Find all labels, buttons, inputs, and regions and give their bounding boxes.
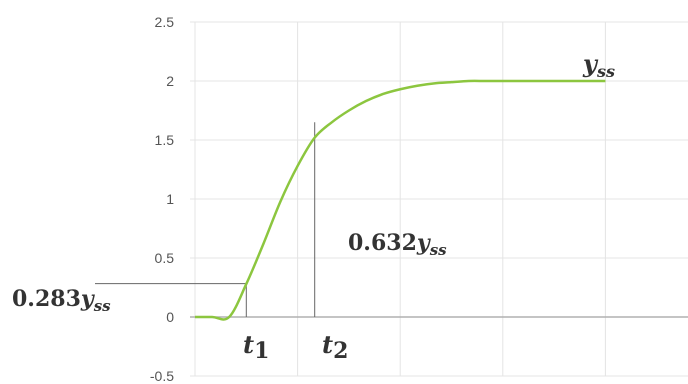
- y-tick-label: -0.5: [150, 368, 174, 384]
- y-tick-label: 1: [166, 191, 174, 207]
- y-tick-label: 2: [166, 73, 174, 89]
- y-tick-label: 1.5: [155, 132, 175, 148]
- y-axis-ticks: -0.5 0 0.5 1 1.5 2 2.5: [150, 14, 174, 384]
- level-283-label: 0.283yss: [12, 286, 111, 315]
- step-response-series-line: [195, 79, 606, 321]
- y-tick-label: 0: [166, 309, 174, 325]
- steady-state-label: yss: [582, 49, 615, 81]
- y-tick-label: 0.5: [155, 250, 175, 266]
- t2-label: t2: [322, 330, 348, 364]
- t1-label: t1: [243, 330, 269, 364]
- y-tick-label: 2.5: [155, 14, 175, 30]
- level-632-label: 0.632yss: [348, 230, 447, 259]
